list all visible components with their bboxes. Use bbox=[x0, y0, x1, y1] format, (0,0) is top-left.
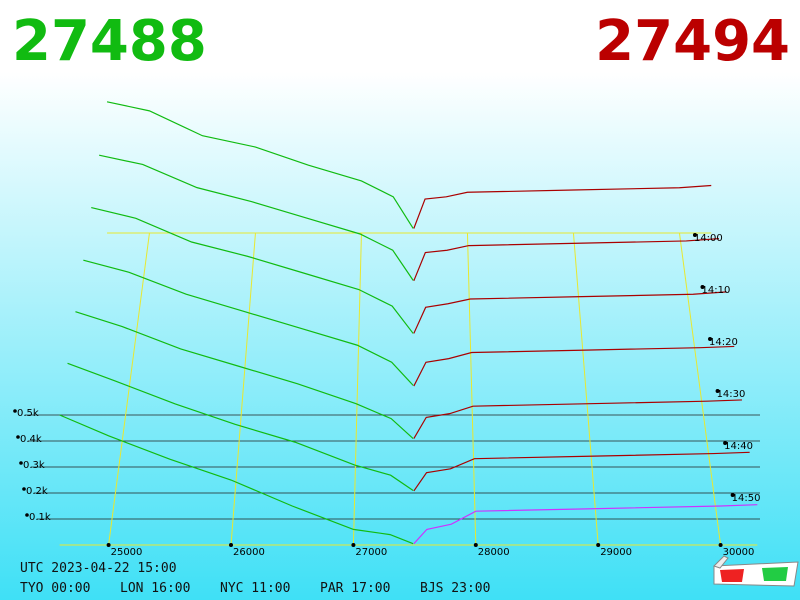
time-tick-label: 14:00 bbox=[694, 233, 723, 244]
price-grid-line bbox=[108, 232, 150, 546]
city-clock: NYC 11:00 bbox=[220, 581, 290, 596]
bid-depth-line bbox=[106, 101, 414, 229]
city-clock: PAR 17:00 bbox=[320, 581, 390, 596]
ask-depth-line bbox=[413, 345, 735, 387]
depth-tick bbox=[25, 513, 29, 517]
ask-depth-line bbox=[413, 291, 727, 334]
ask-depth-line bbox=[413, 238, 719, 282]
time-tick-label: 14:50 bbox=[732, 493, 761, 504]
depth-tick-label: 0.3k bbox=[23, 460, 45, 471]
bid-price: 27488 bbox=[12, 9, 207, 74]
depth-tick bbox=[16, 435, 20, 439]
utc-clock: UTC 2023-04-22 15:00 bbox=[20, 561, 177, 576]
price-grid-line bbox=[678, 232, 722, 546]
depth-tick bbox=[22, 487, 26, 491]
plot: 0.1k 0.2k 0.3k 0.4k 0.5k 25000 26000 27000 28000… bbox=[13, 101, 761, 558]
clocks: TYO 00:00 LON 16:00 NYC 11:00 PAR 17:00 BJS … bbox=[20, 581, 490, 596]
time-tick bbox=[692, 233, 697, 237]
time-tick-label: 14:10 bbox=[701, 285, 730, 296]
price-tick bbox=[106, 543, 111, 547]
bid-depth-line bbox=[99, 154, 414, 281]
time-tick-label: 14:20 bbox=[709, 337, 738, 348]
time-tick bbox=[708, 337, 713, 341]
time-tick bbox=[723, 441, 728, 445]
time-tick-label: 14:40 bbox=[724, 441, 753, 452]
bid-depth-line bbox=[83, 259, 414, 386]
price-grid-line bbox=[466, 232, 477, 546]
depth-tick-label: 0.5k bbox=[17, 408, 39, 419]
price-tick bbox=[596, 543, 601, 547]
ask-depth-line bbox=[413, 504, 758, 545]
price-tick-label: 29000 bbox=[600, 547, 632, 558]
time-tick bbox=[730, 493, 735, 497]
depth-tick-label: 0.2k bbox=[26, 486, 48, 497]
depth-tick-label: 0.1k bbox=[29, 512, 51, 523]
depth-tick bbox=[13, 409, 17, 413]
ask-depth-line bbox=[413, 399, 742, 439]
city-clock: LON 16:00 bbox=[120, 581, 190, 596]
ask-depth-line bbox=[413, 184, 712, 229]
price-tick-label: 30000 bbox=[723, 547, 755, 558]
time-tick-label: 14:30 bbox=[717, 389, 746, 400]
bid-depth-line bbox=[67, 362, 414, 491]
ask-depth-line bbox=[413, 451, 750, 492]
price-grid-line bbox=[572, 232, 599, 546]
depth-tick bbox=[19, 461, 23, 465]
city-clock: TYO 00:00 bbox=[20, 581, 90, 596]
price-tick bbox=[229, 543, 234, 547]
bid-depth-line bbox=[91, 206, 414, 334]
bid-depth-line bbox=[59, 414, 414, 545]
3d-glasses-icon[interactable] bbox=[713, 555, 799, 587]
bid-depth-line bbox=[75, 311, 414, 439]
price-tick bbox=[351, 543, 356, 547]
time-tick bbox=[715, 389, 720, 393]
price-tick bbox=[473, 543, 478, 547]
price-tick-label: 26000 bbox=[233, 547, 265, 558]
time-tick bbox=[700, 285, 705, 289]
price-grid-line bbox=[352, 232, 362, 546]
city-clock: BJS 23:00 bbox=[420, 581, 490, 596]
price-tick bbox=[718, 543, 723, 547]
price-tick-label: 28000 bbox=[478, 547, 510, 558]
price-tick-label: 27000 bbox=[355, 547, 387, 558]
ask-price: 27494 bbox=[595, 9, 790, 74]
price-tick-label: 25000 bbox=[111, 547, 143, 558]
depth-tick-label: 0.4k bbox=[20, 434, 42, 445]
price-grid-line bbox=[230, 232, 256, 546]
